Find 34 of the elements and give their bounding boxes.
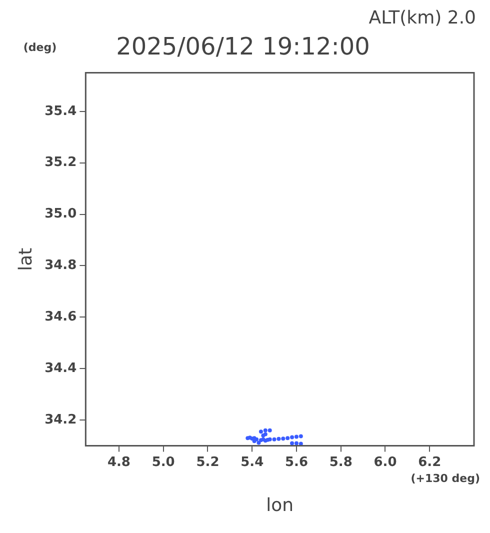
y-tick-label: 34.2 bbox=[44, 412, 77, 428]
point bbox=[294, 434, 298, 439]
y-tick-label: 35.4 bbox=[44, 104, 77, 119]
y-tick-label: 34.4 bbox=[44, 361, 77, 376]
text: (deg) bbox=[23, 40, 57, 54]
point bbox=[272, 437, 276, 442]
point bbox=[256, 440, 261, 445]
x-tick-label: 6.0 bbox=[374, 454, 397, 470]
y-axis-title: lat bbox=[15, 248, 36, 271]
x-tick-label: 4.8 bbox=[107, 454, 130, 470]
point bbox=[258, 430, 263, 434]
point bbox=[286, 436, 290, 440]
text: (+130 deg) bbox=[410, 472, 480, 486]
point bbox=[276, 436, 281, 441]
point bbox=[294, 441, 298, 446]
point bbox=[290, 441, 294, 446]
x-axis-title: lon bbox=[266, 494, 294, 516]
point bbox=[290, 435, 294, 440]
y-tick-label: 35.2 bbox=[44, 155, 77, 170]
point bbox=[268, 428, 272, 432]
x-tick-label: 5.0 bbox=[152, 454, 175, 470]
point bbox=[298, 434, 303, 438]
x-tick-label: 6.2 bbox=[418, 454, 442, 470]
y-tick-label: 35.0 bbox=[44, 206, 77, 222]
point bbox=[281, 436, 286, 441]
point bbox=[263, 428, 268, 432]
x-tick-label: 5.8 bbox=[329, 454, 352, 470]
y-tick-label: 34.8 bbox=[44, 258, 77, 274]
chart-title: 2025/06/12 19:12:00 bbox=[116, 32, 370, 61]
x-tick-label: 5.2 bbox=[196, 454, 220, 470]
x-tick-label: 5.6 bbox=[284, 454, 308, 470]
x-tick-label: 5.4 bbox=[240, 454, 264, 470]
y-tick-label: 34.6 bbox=[44, 310, 77, 325]
text: ALT(km) 2.0 bbox=[368, 8, 476, 29]
